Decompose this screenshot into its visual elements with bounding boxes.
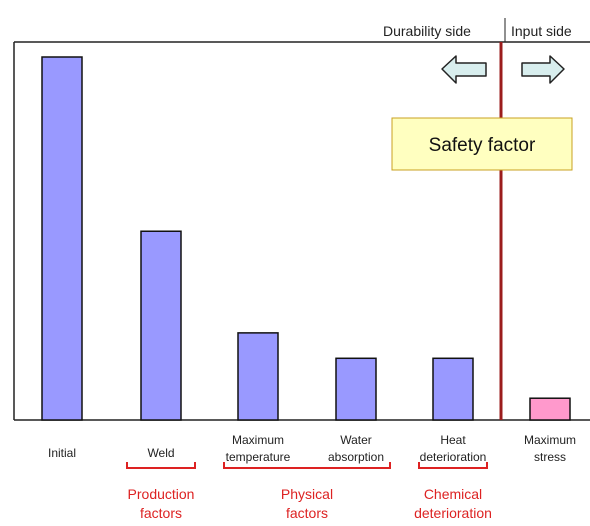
group-label: factors bbox=[286, 505, 328, 521]
x-tick-label: Weld bbox=[147, 446, 174, 460]
safety-factor-label: Safety factor bbox=[429, 135, 536, 156]
group-label: factors bbox=[140, 505, 182, 521]
x-tick-label: temperature bbox=[226, 450, 291, 464]
x-tick-label: Initial bbox=[48, 446, 76, 460]
bar-5 bbox=[529, 397, 571, 421]
x-tick-label: Heat bbox=[440, 433, 466, 447]
input-side-label: Input side bbox=[511, 23, 572, 39]
bar-4 bbox=[432, 357, 474, 421]
group-bracket bbox=[418, 462, 488, 469]
x-tick-label: absorption bbox=[328, 450, 384, 464]
bar-2 bbox=[237, 332, 279, 421]
safety-factor-box bbox=[391, 117, 573, 171]
group-label: deterioration bbox=[414, 505, 492, 521]
x-tick-label: Water bbox=[340, 433, 372, 447]
bar-1 bbox=[140, 230, 182, 421]
group-label: Production bbox=[128, 486, 195, 502]
bar-3 bbox=[335, 357, 377, 421]
arrow-left-icon bbox=[441, 55, 487, 84]
group-label: Chemical bbox=[424, 486, 482, 502]
x-tick-label: deterioration bbox=[420, 450, 487, 464]
group-bracket bbox=[223, 462, 391, 469]
x-tick-label: Maximum bbox=[232, 433, 284, 447]
bar-0 bbox=[41, 56, 83, 421]
x-tick-label: stress bbox=[534, 450, 566, 464]
group-bracket bbox=[126, 462, 196, 469]
x-tick-label: Maximum bbox=[524, 433, 576, 447]
arrow-right-icon bbox=[521, 55, 565, 84]
group-label: Physical bbox=[281, 486, 333, 502]
durability-side-label: Durability side bbox=[383, 23, 471, 39]
